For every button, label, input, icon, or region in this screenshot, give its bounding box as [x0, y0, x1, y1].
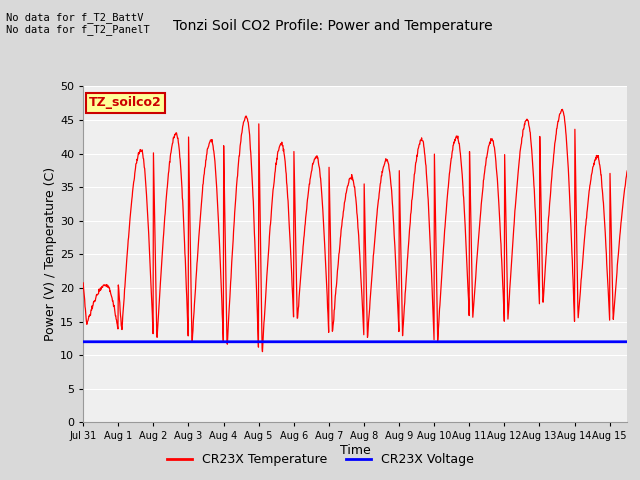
Text: Tonzi Soil CO2 Profile: Power and Temperature: Tonzi Soil CO2 Profile: Power and Temper…: [173, 19, 492, 33]
Legend: CR23X Temperature, CR23X Voltage: CR23X Temperature, CR23X Voltage: [161, 448, 479, 471]
Text: No data for f_T2_BattV
No data for f_T2_PanelT: No data for f_T2_BattV No data for f_T2_…: [6, 12, 150, 36]
Y-axis label: Power (V) / Temperature (C): Power (V) / Temperature (C): [44, 168, 57, 341]
Text: TZ_soilco2: TZ_soilco2: [88, 96, 161, 109]
X-axis label: Time: Time: [340, 444, 371, 457]
